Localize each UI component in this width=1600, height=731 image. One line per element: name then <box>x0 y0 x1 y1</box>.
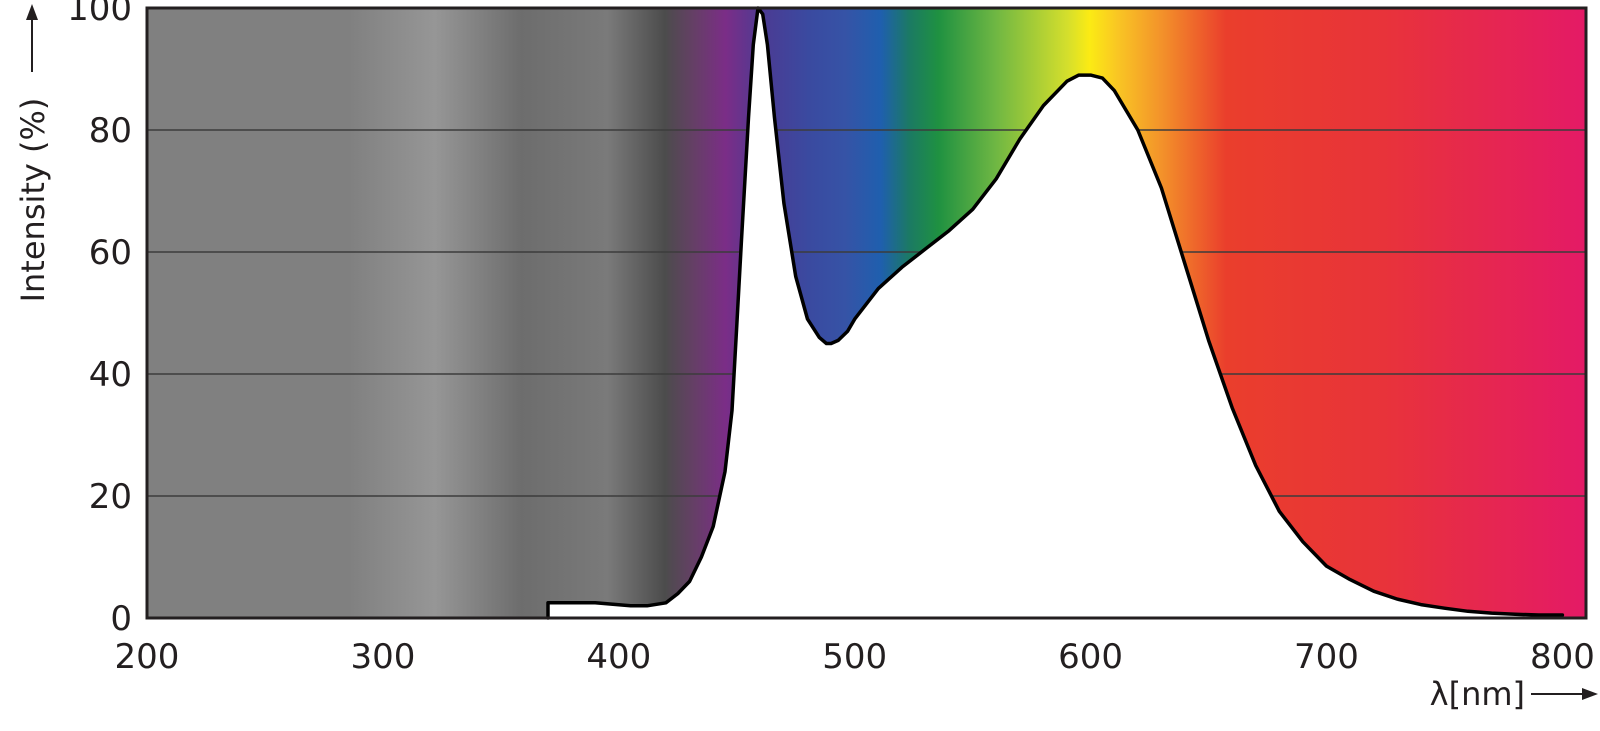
y-axis-arrowhead <box>26 4 38 20</box>
intensity-series <box>546 6 1565 620</box>
tick-labels: 200 300 400 500 600 700 800 0 20 40 60 80 100 <box>67 0 1595 677</box>
y-tick-label-80: 80 <box>89 111 132 151</box>
y-tick-label-0: 0 <box>110 599 132 639</box>
y-tick-label-60: 60 <box>89 233 132 273</box>
x-tick-label-300: 300 <box>350 637 415 677</box>
y-tick-label-40: 40 <box>89 355 132 395</box>
series-line <box>546 6 1565 620</box>
plot-frame <box>145 6 1588 620</box>
x-tick-label-800: 800 <box>1530 637 1595 677</box>
y-tick-label-100: 100 <box>67 0 132 29</box>
x-tick-label-400: 400 <box>586 637 651 677</box>
x-tick-label-700: 700 <box>1294 637 1359 677</box>
x-axis-arrowhead <box>1582 688 1598 700</box>
x-tick-label-600: 600 <box>1058 637 1123 677</box>
series-area <box>548 8 1563 618</box>
x-axis-title: λ[nm] <box>1430 675 1525 713</box>
x-tick-label-500: 500 <box>822 637 887 677</box>
y-axis-title: Intensity (%) <box>14 98 52 303</box>
x-tick-label-200: 200 <box>115 637 180 677</box>
y-tick-label-20: 20 <box>89 477 132 517</box>
